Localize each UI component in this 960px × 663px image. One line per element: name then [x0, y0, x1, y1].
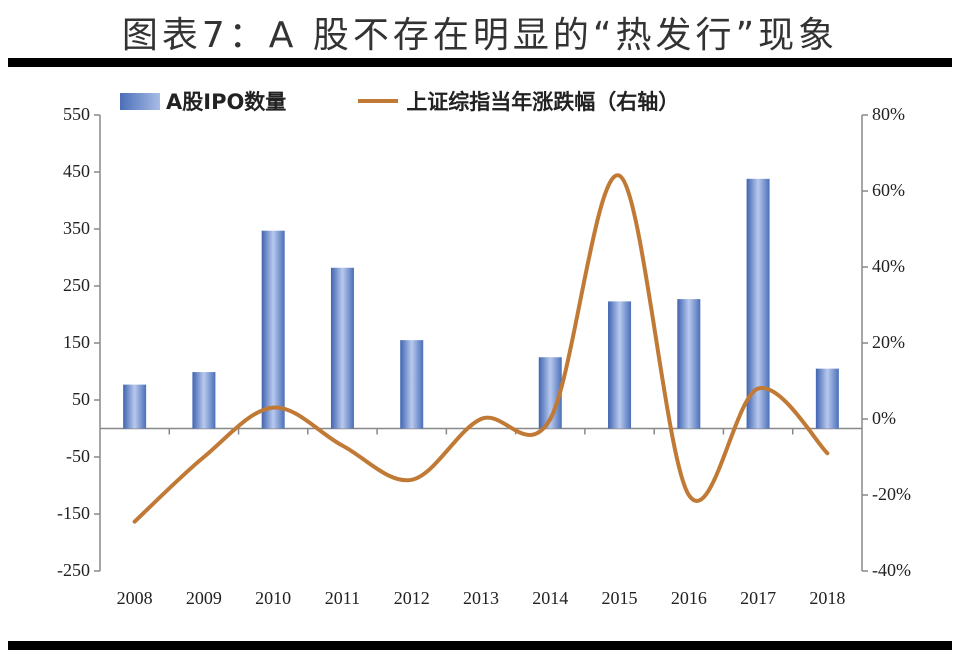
left-axis-tick: 50	[72, 389, 90, 409]
right-axis-tick: 60%	[872, 180, 905, 200]
x-axis-tick: 2011	[324, 588, 361, 608]
left-axis-tick: 550	[63, 104, 90, 124]
bar	[123, 384, 147, 429]
right-axis-tick: 20%	[872, 332, 905, 352]
bar	[608, 301, 632, 429]
legend-item-index: 上证综指当年涨跌幅（右轴）	[358, 86, 679, 116]
chart-title: 图表7：A 股不存在明显的“热发行”现象	[121, 15, 839, 56]
x-axis-tick: 2017	[740, 588, 777, 608]
right-axis-tick: 40%	[872, 256, 905, 276]
left-axis-tick: 250	[63, 275, 90, 295]
x-axis-tick: 2013	[463, 588, 499, 608]
line-swatch-icon	[358, 99, 399, 103]
top-divider	[8, 58, 952, 67]
bar	[400, 340, 424, 429]
bar-series	[123, 178, 839, 429]
legend-label-index: 上证综指当年涨跌幅（右轴）	[406, 90, 680, 114]
left-axis-tick: 150	[63, 332, 90, 352]
legend-item-ipo: A股IPO数量	[120, 86, 286, 116]
line-series	[132, 173, 830, 524]
legend-label-ipo: A股IPO数量	[166, 90, 287, 114]
left-axis-tick: -250	[57, 560, 90, 580]
x-axis-tick: 2010	[255, 588, 292, 608]
bar	[192, 372, 216, 429]
bar	[746, 178, 770, 429]
x-axis-tick: 2018	[809, 588, 846, 608]
left-axis-tick: -150	[57, 503, 90, 523]
bottom-divider	[8, 641, 952, 650]
right-axis-tick: 80%	[872, 104, 905, 124]
legend: A股IPO数量 上证综指当年涨跌幅（右轴）	[120, 86, 751, 116]
bar	[330, 267, 354, 429]
right-axis-tick: -20%	[872, 484, 911, 504]
right-axis-tick: -40%	[872, 560, 911, 580]
left-axis-tick: -50	[66, 446, 90, 466]
right-axis-tick: 0%	[872, 408, 896, 428]
bar	[815, 368, 839, 429]
bar	[261, 230, 285, 429]
left-axis-tick: 450	[63, 161, 90, 181]
x-axis-tick: 2008	[116, 588, 153, 608]
left-axis-tick: 350	[63, 218, 90, 238]
bar-swatch-icon	[120, 92, 160, 110]
x-axis-tick: 2015	[601, 588, 638, 608]
x-axis-tick: 2012	[393, 588, 430, 608]
bar	[677, 299, 701, 429]
x-axis-tick: 2009	[185, 588, 222, 608]
x-axis-tick: 2014	[532, 588, 569, 608]
x-axis-tick: 2016	[670, 588, 707, 608]
